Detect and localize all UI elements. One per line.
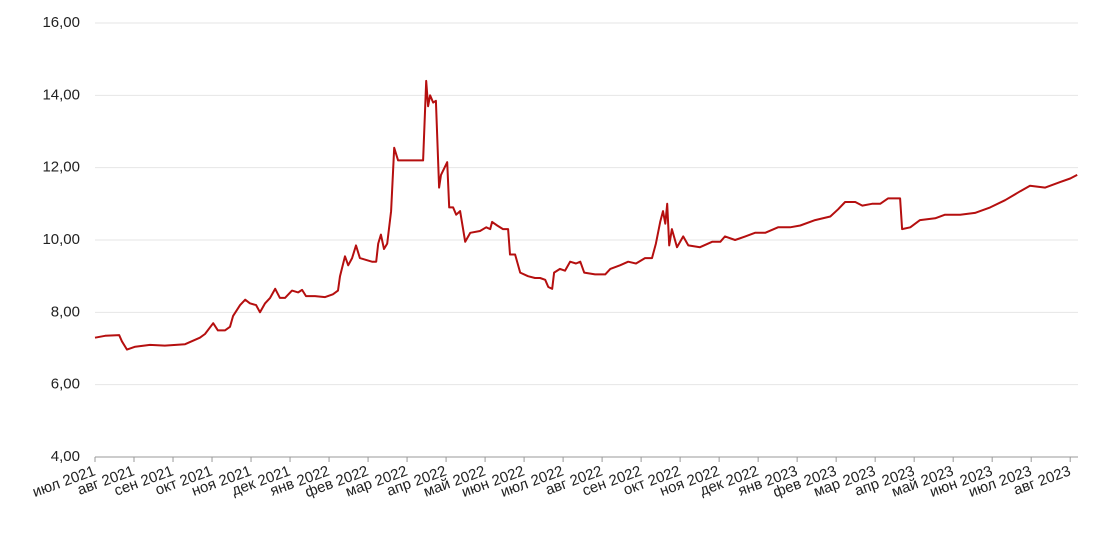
y-tick-label: 12,00: [42, 159, 80, 176]
y-tick-label: 8,00: [51, 303, 80, 320]
y-tick-label: 10,00: [42, 231, 80, 248]
line-series: [94, 79, 1078, 351]
y-tick-label: 16,00: [42, 14, 80, 31]
y-tick-label: 6,00: [51, 376, 80, 393]
y-tick-label: 14,00: [42, 86, 80, 103]
y-tick-label: 4,00: [51, 448, 80, 465]
